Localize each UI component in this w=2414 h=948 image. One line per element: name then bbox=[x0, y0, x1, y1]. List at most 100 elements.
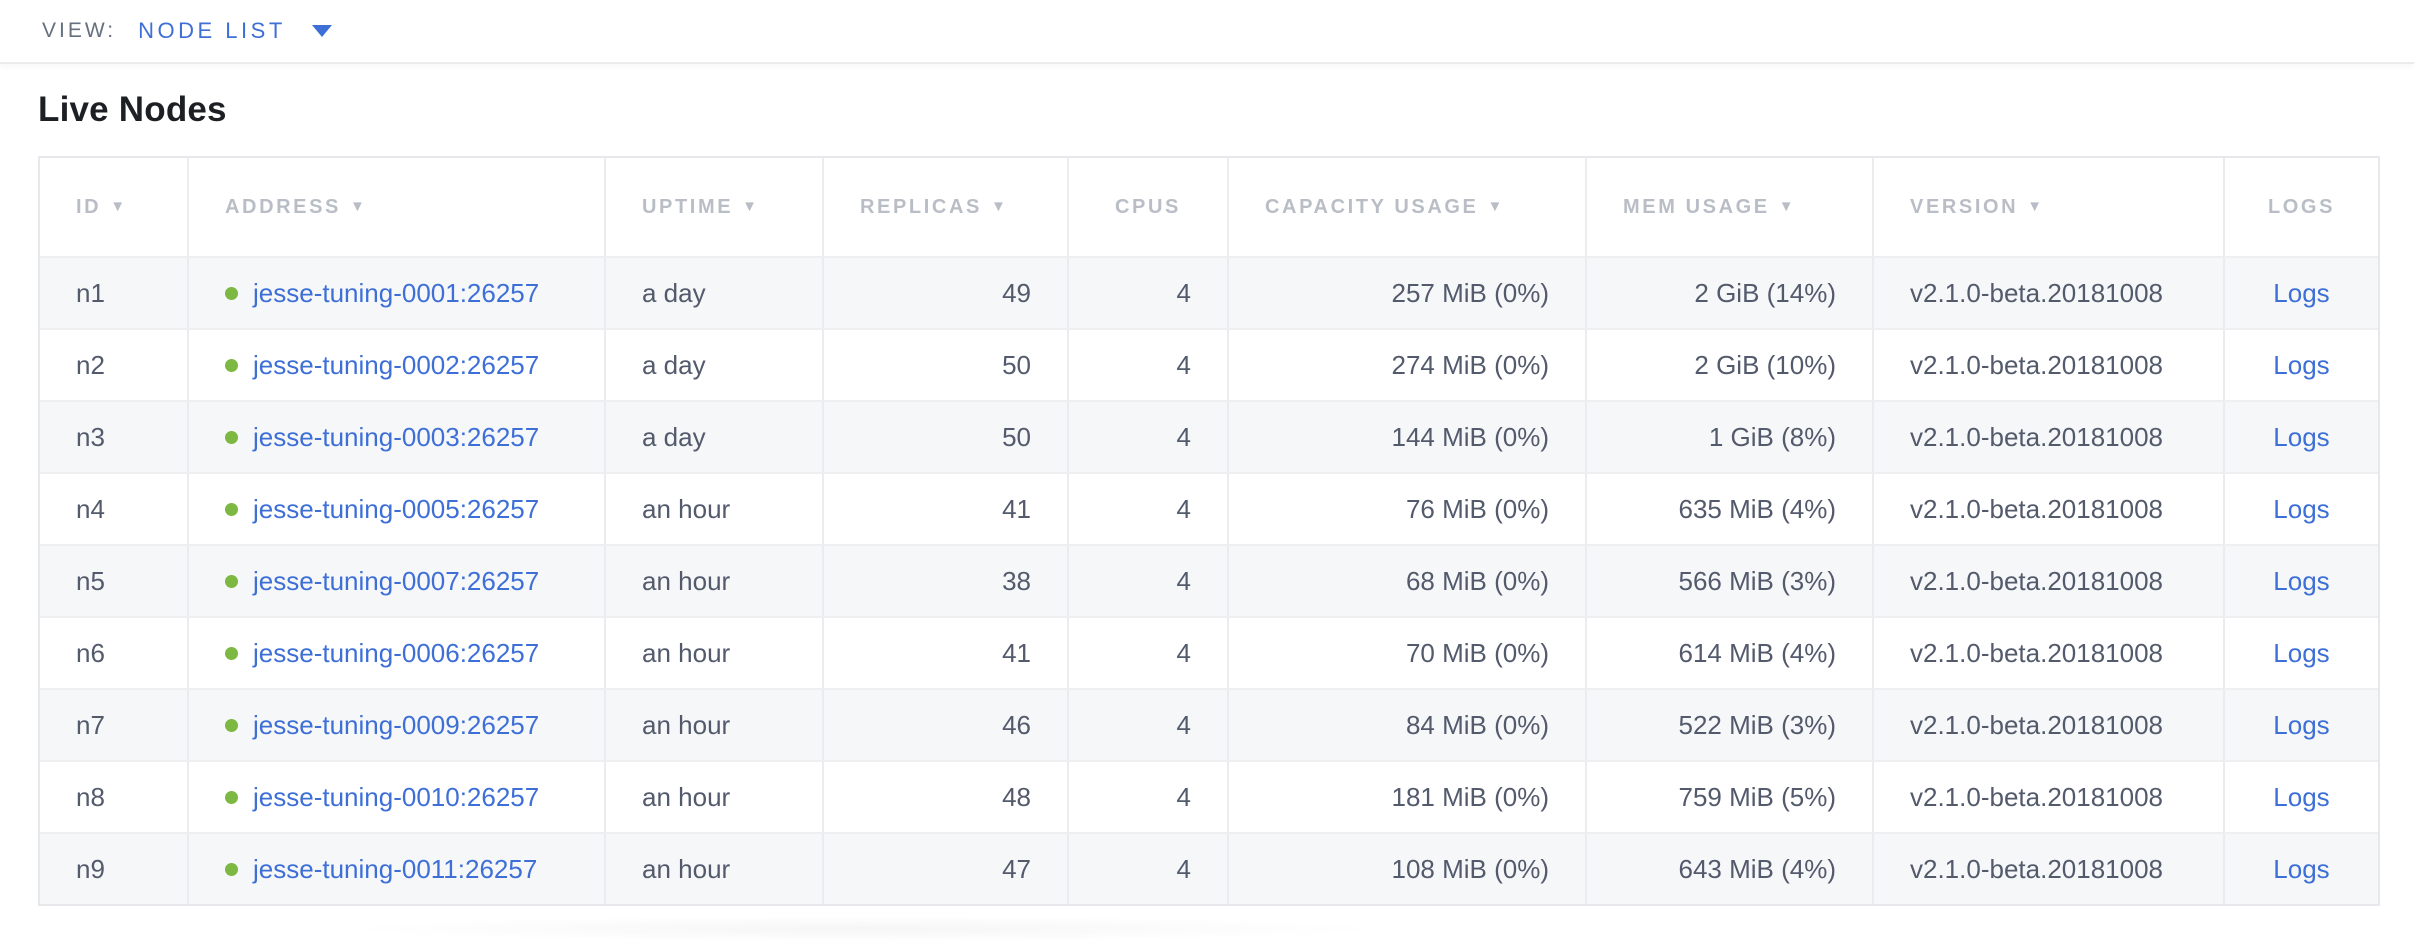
cell-replicas: 46 bbox=[822, 688, 1067, 760]
column-header-address[interactable]: ADDRESS ▼ bbox=[187, 158, 604, 256]
cell-cpus: 4 bbox=[1067, 472, 1227, 544]
cell-version: v2.1.0-beta.20181008 bbox=[1872, 256, 2223, 328]
cell-cpus: 4 bbox=[1067, 256, 1227, 328]
cell-logs: Logs bbox=[2223, 328, 2378, 400]
column-header-logs: LOGS bbox=[2223, 158, 2378, 256]
live-status-dot bbox=[225, 430, 238, 444]
node-logs-link[interactable]: Logs bbox=[2273, 565, 2330, 596]
cell-replicas: 47 bbox=[822, 832, 1067, 904]
node-logs-link[interactable]: Logs bbox=[2273, 277, 2330, 308]
column-header-id[interactable]: ID ▼ bbox=[40, 158, 187, 256]
live-status-dot bbox=[225, 646, 238, 660]
node-row-n3: n3 jesse-tuning-0003:26257 a day 50 4 144 MiB… bbox=[40, 400, 2378, 472]
node-row-n7: n7 jesse-tuning-0009:26257 an hour 46 4 84 Mi… bbox=[40, 688, 2378, 760]
node-address-link[interactable]: jesse-tuning-0010:26257 bbox=[253, 781, 540, 812]
cell-replicas: 50 bbox=[822, 328, 1067, 400]
cell-mem: 2 GiB (10%) bbox=[1585, 328, 1872, 400]
cell-uptime: an hour bbox=[604, 688, 822, 760]
live-status-dot bbox=[225, 862, 238, 876]
cell-id: n3 bbox=[40, 400, 187, 472]
node-logs-link[interactable]: Logs bbox=[2273, 853, 2330, 884]
cell-logs: Logs bbox=[2223, 832, 2378, 904]
node-address-link[interactable]: jesse-tuning-0002:26257 bbox=[253, 349, 540, 380]
cell-cpus: 4 bbox=[1067, 832, 1227, 904]
cell-address: jesse-tuning-0009:26257 bbox=[187, 688, 604, 760]
table-bottom-shadow bbox=[338, 916, 1388, 942]
node-row-n5: n5 jesse-tuning-0007:26257 an hour 38 4 68 Mi… bbox=[40, 544, 2378, 616]
column-header-label: UPTIME bbox=[642, 195, 734, 218]
live-status-dot bbox=[225, 574, 238, 588]
cell-uptime: a day bbox=[604, 400, 822, 472]
cell-capacity: 257 MiB (0%) bbox=[1227, 256, 1585, 328]
column-header-label: LOGS bbox=[2267, 195, 2336, 218]
node-address-link[interactable]: jesse-tuning-0003:26257 bbox=[253, 421, 540, 452]
sort-descending-icon: ▼ bbox=[350, 197, 368, 215]
cell-uptime: an hour bbox=[604, 472, 822, 544]
cell-cpus: 4 bbox=[1067, 544, 1227, 616]
node-logs-link[interactable]: Logs bbox=[2273, 421, 2330, 452]
cell-logs: Logs bbox=[2223, 400, 2378, 472]
node-logs-link[interactable]: Logs bbox=[2273, 349, 2330, 380]
cell-address: jesse-tuning-0011:26257 bbox=[187, 832, 604, 904]
column-header-replicas[interactable]: REPLICAS ▼ bbox=[822, 158, 1067, 256]
cell-version: v2.1.0-beta.20181008 bbox=[1872, 616, 2223, 688]
node-logs-link[interactable]: Logs bbox=[2273, 709, 2330, 740]
column-header-version[interactable]: VERSION ▼ bbox=[1872, 158, 2223, 256]
column-header-label: CAPACITY USAGE bbox=[1265, 195, 1479, 218]
node-logs-link[interactable]: Logs bbox=[2273, 781, 2330, 812]
cell-replicas: 50 bbox=[822, 400, 1067, 472]
cell-capacity: 274 MiB (0%) bbox=[1227, 328, 1585, 400]
node-address-link[interactable]: jesse-tuning-0005:26257 bbox=[253, 493, 540, 524]
cell-mem: 566 MiB (3%) bbox=[1585, 544, 1872, 616]
live-status-dot bbox=[225, 358, 238, 372]
view-selector-dropdown[interactable]: NODE LIST bbox=[138, 18, 332, 44]
cell-version: v2.1.0-beta.20181008 bbox=[1872, 832, 2223, 904]
cell-logs: Logs bbox=[2223, 760, 2378, 832]
column-header-label: CPUS bbox=[1115, 195, 1181, 218]
column-header-cpus: CPUS bbox=[1067, 158, 1227, 256]
cell-mem: 1 GiB (8%) bbox=[1585, 400, 1872, 472]
cell-id: n1 bbox=[40, 256, 187, 328]
cell-logs: Logs bbox=[2223, 616, 2378, 688]
cell-version: v2.1.0-beta.20181008 bbox=[1872, 328, 2223, 400]
column-header-mem[interactable]: MEM USAGE ▼ bbox=[1585, 158, 1872, 256]
cell-id: n4 bbox=[40, 472, 187, 544]
cell-version: v2.1.0-beta.20181008 bbox=[1872, 544, 2223, 616]
cell-uptime: an hour bbox=[604, 616, 822, 688]
live-status-dot bbox=[225, 502, 238, 516]
node-row-n9: n9 jesse-tuning-0011:26257 an hour 47 4 108 M… bbox=[40, 832, 2378, 904]
cell-replicas: 48 bbox=[822, 760, 1067, 832]
node-address-link[interactable]: jesse-tuning-0001:26257 bbox=[253, 277, 540, 308]
cell-address: jesse-tuning-0007:26257 bbox=[187, 544, 604, 616]
cell-logs: Logs bbox=[2223, 256, 2378, 328]
cell-address: jesse-tuning-0005:26257 bbox=[187, 472, 604, 544]
cell-address: jesse-tuning-0006:26257 bbox=[187, 616, 604, 688]
node-address-link[interactable]: jesse-tuning-0011:26257 bbox=[253, 853, 538, 884]
cell-logs: Logs bbox=[2223, 544, 2378, 616]
cell-address: jesse-tuning-0001:26257 bbox=[187, 256, 604, 328]
node-logs-link[interactable]: Logs bbox=[2273, 637, 2330, 668]
view-label: VIEW: bbox=[42, 19, 117, 42]
node-logs-link[interactable]: Logs bbox=[2273, 493, 2330, 524]
cell-version: v2.1.0-beta.20181008 bbox=[1872, 760, 2223, 832]
sort-descending-icon: ▼ bbox=[2027, 197, 2045, 215]
column-header-uptime[interactable]: UPTIME ▼ bbox=[604, 158, 822, 256]
node-address-link[interactable]: jesse-tuning-0006:26257 bbox=[253, 637, 540, 668]
cell-version: v2.1.0-beta.20181008 bbox=[1872, 400, 2223, 472]
cell-version: v2.1.0-beta.20181008 bbox=[1872, 472, 2223, 544]
node-address-link[interactable]: jesse-tuning-0007:26257 bbox=[253, 565, 540, 596]
column-header-label: VERSION bbox=[1910, 195, 2019, 218]
cell-replicas: 49 bbox=[822, 256, 1067, 328]
node-address-link[interactable]: jesse-tuning-0009:26257 bbox=[253, 709, 540, 740]
live-status-dot bbox=[225, 790, 238, 804]
sort-descending-icon: ▼ bbox=[1778, 197, 1797, 215]
cell-mem: 2 GiB (14%) bbox=[1585, 256, 1872, 328]
column-header-capacity[interactable]: CAPACITY USAGE ▼ bbox=[1227, 158, 1585, 256]
cell-mem: 614 MiB (4%) bbox=[1585, 616, 1872, 688]
page-title: Live Nodes bbox=[38, 90, 227, 129]
cell-id: n8 bbox=[40, 760, 187, 832]
cell-logs: Logs bbox=[2223, 688, 2378, 760]
column-header-label: ID bbox=[76, 195, 102, 218]
sort-descending-icon: ▼ bbox=[1487, 197, 1505, 215]
cell-mem: 522 MiB (3%) bbox=[1585, 688, 1872, 760]
